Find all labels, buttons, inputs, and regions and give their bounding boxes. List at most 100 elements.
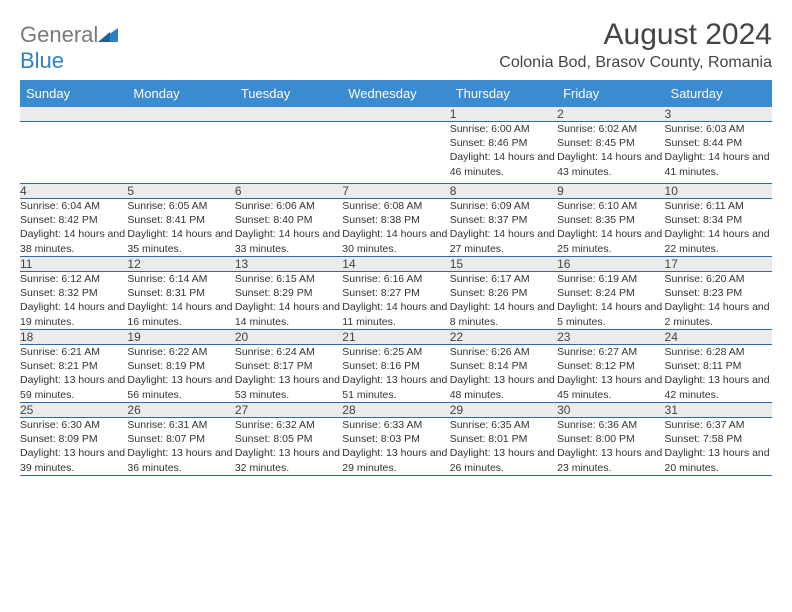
day-number-cell: 8 xyxy=(450,184,557,199)
brand-text: GeneralBlue xyxy=(20,22,120,74)
day-number-cell: 19 xyxy=(127,330,234,345)
day-detail-cell: Sunrise: 6:33 AMSunset: 8:03 PMDaylight:… xyxy=(342,418,449,476)
sunrise-text: Sunrise: 6:33 AM xyxy=(342,418,449,432)
day-number-cell: 12 xyxy=(127,257,234,272)
sunset-text: Sunset: 8:05 PM xyxy=(235,432,342,446)
day-number-cell: 5 xyxy=(127,184,234,199)
sunrise-text: Sunrise: 6:36 AM xyxy=(557,418,664,432)
sunset-text: Sunset: 8:07 PM xyxy=(127,432,234,446)
daylight-text: Daylight: 14 hours and 2 minutes. xyxy=(665,300,772,328)
day-number-cell: 22 xyxy=(450,330,557,345)
sunset-text: Sunset: 8:11 PM xyxy=(665,359,772,373)
day-detail-cell xyxy=(235,122,342,184)
sunset-text: Sunset: 8:00 PM xyxy=(557,432,664,446)
sunset-text: Sunset: 8:37 PM xyxy=(450,213,557,227)
day-number-cell: 17 xyxy=(665,257,772,272)
day-detail-cell: Sunrise: 6:25 AMSunset: 8:16 PMDaylight:… xyxy=(342,345,449,403)
day-number-cell: 29 xyxy=(450,403,557,418)
weekday-header: Thursday xyxy=(450,80,557,107)
day-number-row: 11121314151617 xyxy=(20,257,772,272)
sunset-text: Sunset: 8:16 PM xyxy=(342,359,449,373)
weekday-header: Saturday xyxy=(665,80,772,107)
sunset-text: Sunset: 8:45 PM xyxy=(557,136,664,150)
day-detail-cell: Sunrise: 6:31 AMSunset: 8:07 PMDaylight:… xyxy=(127,418,234,476)
day-number-cell: 9 xyxy=(557,184,664,199)
daylight-text: Daylight: 14 hours and 19 minutes. xyxy=(20,300,127,328)
daylight-text: Daylight: 14 hours and 5 minutes. xyxy=(557,300,664,328)
day-detail-row: Sunrise: 6:04 AMSunset: 8:42 PMDaylight:… xyxy=(20,199,772,257)
daylight-text: Daylight: 14 hours and 46 minutes. xyxy=(450,150,557,178)
day-detail-cell: Sunrise: 6:21 AMSunset: 8:21 PMDaylight:… xyxy=(20,345,127,403)
sunrise-text: Sunrise: 6:25 AM xyxy=(342,345,449,359)
sunset-text: Sunset: 8:41 PM xyxy=(127,213,234,227)
sunrise-text: Sunrise: 6:16 AM xyxy=(342,272,449,286)
sunrise-text: Sunrise: 6:14 AM xyxy=(127,272,234,286)
sunset-text: Sunset: 8:21 PM xyxy=(20,359,127,373)
brand-logo: GeneralBlue xyxy=(20,18,120,74)
daylight-text: Daylight: 14 hours and 8 minutes. xyxy=(450,300,557,328)
day-detail-cell xyxy=(127,122,234,184)
day-number-cell: 10 xyxy=(665,184,772,199)
day-number-cell: 4 xyxy=(20,184,127,199)
daylight-text: Daylight: 14 hours and 25 minutes. xyxy=(557,227,664,255)
day-number-cell: 28 xyxy=(342,403,449,418)
day-number-cell: 13 xyxy=(235,257,342,272)
day-detail-cell: Sunrise: 6:20 AMSunset: 8:23 PMDaylight:… xyxy=(665,272,772,330)
day-detail-cell: Sunrise: 6:22 AMSunset: 8:19 PMDaylight:… xyxy=(127,345,234,403)
sunset-text: Sunset: 8:12 PM xyxy=(557,359,664,373)
day-detail-row: Sunrise: 6:12 AMSunset: 8:32 PMDaylight:… xyxy=(20,272,772,330)
day-detail-row: Sunrise: 6:30 AMSunset: 8:09 PMDaylight:… xyxy=(20,418,772,476)
sunrise-text: Sunrise: 6:03 AM xyxy=(665,122,772,136)
day-number-cell: 3 xyxy=(665,107,772,122)
sunset-text: Sunset: 8:01 PM xyxy=(450,432,557,446)
day-detail-cell: Sunrise: 6:15 AMSunset: 8:29 PMDaylight:… xyxy=(235,272,342,330)
day-number-cell: 31 xyxy=(665,403,772,418)
day-detail-cell: Sunrise: 6:10 AMSunset: 8:35 PMDaylight:… xyxy=(557,199,664,257)
sunrise-text: Sunrise: 6:31 AM xyxy=(127,418,234,432)
daylight-text: Daylight: 14 hours and 22 minutes. xyxy=(665,227,772,255)
day-number-cell: 30 xyxy=(557,403,664,418)
calendar-page: GeneralBlue August 2024 Colonia Bod, Bra… xyxy=(0,0,792,476)
sunrise-text: Sunrise: 6:21 AM xyxy=(20,345,127,359)
weekday-header: Sunday xyxy=(20,80,127,107)
daylight-text: Daylight: 14 hours and 35 minutes. xyxy=(127,227,234,255)
day-number-cell: 24 xyxy=(665,330,772,345)
day-number-cell xyxy=(20,107,127,122)
sunrise-text: Sunrise: 6:22 AM xyxy=(127,345,234,359)
sunrise-text: Sunrise: 6:10 AM xyxy=(557,199,664,213)
sunset-text: Sunset: 8:32 PM xyxy=(20,286,127,300)
daylight-text: Daylight: 13 hours and 36 minutes. xyxy=(127,446,234,474)
day-detail-cell: Sunrise: 6:03 AMSunset: 8:44 PMDaylight:… xyxy=(665,122,772,184)
weekday-header: Monday xyxy=(127,80,234,107)
day-number-cell: 11 xyxy=(20,257,127,272)
day-detail-cell: Sunrise: 6:08 AMSunset: 8:38 PMDaylight:… xyxy=(342,199,449,257)
day-number-cell xyxy=(127,107,234,122)
sunrise-text: Sunrise: 6:11 AM xyxy=(665,199,772,213)
day-detail-row: Sunrise: 6:00 AMSunset: 8:46 PMDaylight:… xyxy=(20,122,772,184)
sunset-text: Sunset: 8:03 PM xyxy=(342,432,449,446)
day-number-cell: 20 xyxy=(235,330,342,345)
daylight-text: Daylight: 14 hours and 27 minutes. xyxy=(450,227,557,255)
day-number-cell xyxy=(235,107,342,122)
sunset-text: Sunset: 8:34 PM xyxy=(665,213,772,227)
daylight-text: Daylight: 14 hours and 11 minutes. xyxy=(342,300,449,328)
sunset-text: Sunset: 8:29 PM xyxy=(235,286,342,300)
sunrise-text: Sunrise: 6:04 AM xyxy=(20,199,127,213)
day-number-cell: 21 xyxy=(342,330,449,345)
location-text: Colonia Bod, Brasov County, Romania xyxy=(499,54,772,72)
brand-triangle-icon xyxy=(98,22,118,48)
daylight-text: Daylight: 14 hours and 41 minutes. xyxy=(665,150,772,178)
day-number-cell: 6 xyxy=(235,184,342,199)
daylight-text: Daylight: 13 hours and 20 minutes. xyxy=(665,446,772,474)
day-number-cell xyxy=(342,107,449,122)
daylight-text: Daylight: 13 hours and 32 minutes. xyxy=(235,446,342,474)
day-detail-cell: Sunrise: 6:24 AMSunset: 8:17 PMDaylight:… xyxy=(235,345,342,403)
sunrise-text: Sunrise: 6:26 AM xyxy=(450,345,557,359)
day-number-cell: 7 xyxy=(342,184,449,199)
sunrise-text: Sunrise: 6:24 AM xyxy=(235,345,342,359)
day-detail-cell: Sunrise: 6:11 AMSunset: 8:34 PMDaylight:… xyxy=(665,199,772,257)
weekday-header: Wednesday xyxy=(342,80,449,107)
day-detail-cell: Sunrise: 6:32 AMSunset: 8:05 PMDaylight:… xyxy=(235,418,342,476)
brand-word1: General xyxy=(20,22,98,47)
sunrise-text: Sunrise: 6:06 AM xyxy=(235,199,342,213)
